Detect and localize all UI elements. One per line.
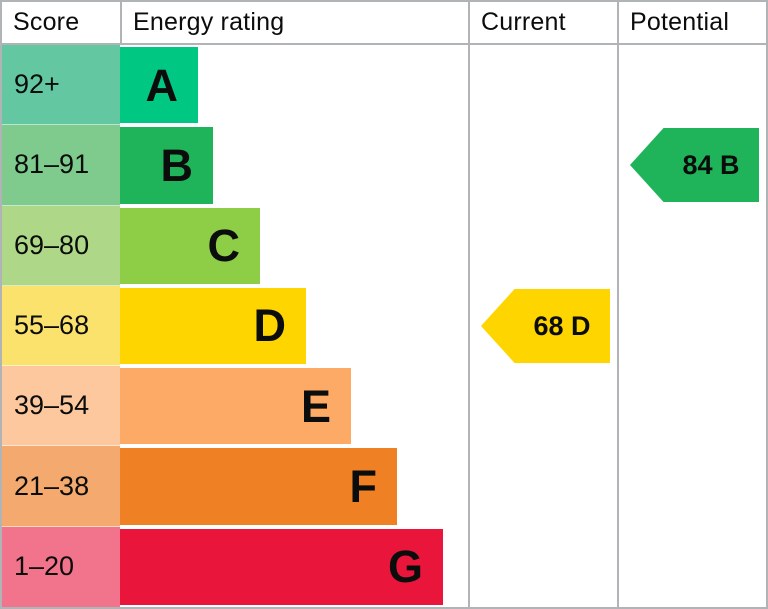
- header-score: Score: [13, 8, 80, 36]
- score-range-e: 39–54: [2, 366, 120, 447]
- table-header: Score Energy rating Current Potential: [2, 2, 766, 45]
- band-bar-b: B: [120, 127, 213, 204]
- header-current: Current: [468, 2, 617, 43]
- potential-rating-arrow: 84 B: [630, 128, 759, 202]
- band-row-g: 1–20 G: [2, 526, 766, 607]
- column-divider-current: [468, 45, 470, 607]
- score-range-b: 81–91: [2, 125, 120, 206]
- band-bar-c: C: [120, 207, 260, 284]
- score-range-d: 55–68: [2, 285, 120, 367]
- column-divider-potential: [617, 45, 619, 607]
- band-row-a: 92+ A: [2, 45, 766, 126]
- header-energy-rating: Energy rating: [120, 2, 468, 43]
- band-row-b: 81–91 B: [2, 125, 766, 206]
- band-bar-d: D: [120, 287, 306, 365]
- band-row-f: 21–38 F: [2, 446, 766, 527]
- band-bar-f: F: [120, 448, 397, 525]
- score-range-f: 21–38: [2, 446, 120, 527]
- band-row-c: 69–80 C: [2, 205, 766, 286]
- header-potential: Potential: [617, 2, 766, 43]
- band-bar-e: E: [120, 368, 351, 445]
- score-range-g: 1–20: [2, 526, 120, 607]
- band-rows: 92+ A 81–91 B 69–80 C 55–68 D 39–54 E 21…: [2, 45, 766, 607]
- score-range-a: 92+: [2, 45, 120, 126]
- band-row-d: 55–68 D: [2, 285, 766, 367]
- chart-body: 92+ A 81–91 B 69–80 C 55–68 D 39–54 E 21…: [2, 45, 766, 607]
- band-bar-a: A: [120, 47, 198, 124]
- score-range-c: 69–80: [2, 205, 120, 286]
- band-bar-g: G: [120, 528, 443, 605]
- band-row-e: 39–54 E: [2, 366, 766, 447]
